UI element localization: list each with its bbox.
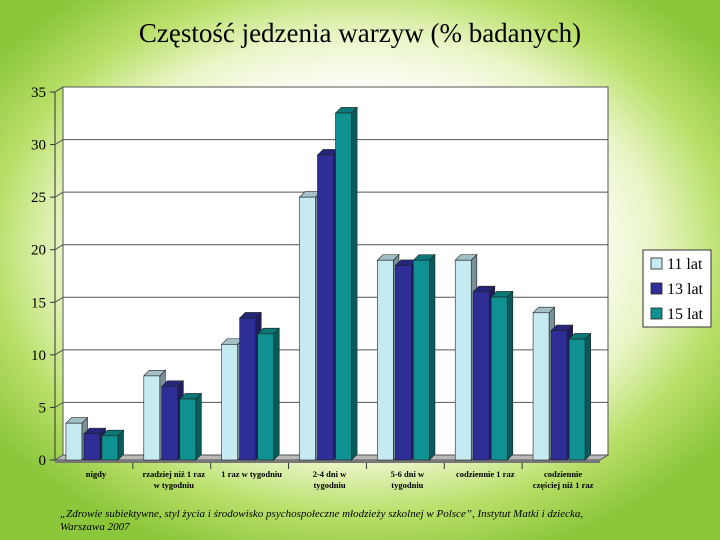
y-tick-label: 30 <box>31 138 46 154</box>
x-category-label: codziennie <box>544 469 582 479</box>
bar <box>65 416 89 461</box>
y-tick-label: 0 <box>39 453 47 469</box>
bar-front <box>490 296 508 461</box>
bar-front <box>101 435 119 461</box>
bar-front <box>317 154 334 461</box>
x-category-label: 2-4 dni w <box>313 469 347 479</box>
bar <box>412 253 436 461</box>
x-category-label: 1 raz w tygodniu <box>221 469 282 479</box>
bar-front <box>335 112 352 461</box>
x-category-label: tygodniu <box>391 480 423 490</box>
bar-side <box>195 392 202 461</box>
bar-front <box>550 330 568 461</box>
bar-front <box>179 398 197 461</box>
y-tick-label: 5 <box>39 400 47 416</box>
bar-front <box>65 422 83 461</box>
bar-front <box>257 333 274 461</box>
x-category-label: tygodniu <box>313 480 345 490</box>
gridline-side <box>54 191 64 198</box>
bar <box>256 327 280 461</box>
y-tick-label: 15 <box>31 295 46 311</box>
bars <box>65 106 592 461</box>
gridline-side <box>54 296 64 303</box>
bar-front <box>161 386 179 461</box>
bar-front <box>239 317 256 461</box>
bar-front <box>413 259 430 461</box>
legend-label: 11 lat <box>667 256 703 273</box>
x-category-label: rzadziej niż 1 raz <box>143 469 206 479</box>
bar-side <box>429 253 436 461</box>
bar-side <box>351 106 358 461</box>
gridline-side <box>54 139 64 145</box>
x-category-label: częściej niż 1 raz <box>533 480 594 490</box>
bar-front <box>143 375 161 461</box>
bar-front <box>532 312 550 461</box>
legend-swatch <box>650 307 663 320</box>
bar-front <box>395 265 412 461</box>
bar-side <box>506 290 514 461</box>
bar <box>101 429 125 461</box>
y-tick-label: 20 <box>31 243 46 259</box>
legend-label: 13 lat <box>667 281 704 298</box>
slide-title: Częstość jedzenia warzyw (% badanych) <box>138 18 582 48</box>
bar-front <box>472 291 490 461</box>
gridline-side <box>54 244 64 251</box>
y-axis-ticks: 0 5 10 15 20 25 30 35 <box>31 85 46 469</box>
bar-front <box>568 338 586 461</box>
bar-front <box>221 344 238 461</box>
gridline-side <box>54 349 64 356</box>
x-category-label: nigdy <box>86 469 107 479</box>
legend-swatch <box>650 257 663 270</box>
bar-side <box>273 327 280 461</box>
bar <box>550 324 574 461</box>
bar-front <box>83 433 101 461</box>
bar-front <box>454 259 472 461</box>
y-tick-label: 35 <box>31 85 46 101</box>
legend-swatch <box>650 282 663 295</box>
bar-front <box>299 196 316 461</box>
bar <box>490 290 514 461</box>
legend-label: 15 lat <box>667 306 704 323</box>
x-category-label: 5-6 dni w <box>391 469 425 479</box>
y-tick-label: 25 <box>31 190 46 206</box>
bar-front <box>377 259 394 461</box>
bar <box>179 392 203 461</box>
y-tick-label: 10 <box>31 348 46 364</box>
bar <box>334 106 358 461</box>
bar-side <box>584 332 591 461</box>
bar-chart: 0 5 10 15 20 25 30 35 nigdy rzadziej niż 1 razw … <box>31 85 712 490</box>
gridline-side <box>54 402 64 408</box>
source-note: „Zdrowie subiektywne, styl życia i środo… <box>60 508 584 533</box>
bar <box>568 332 592 461</box>
legend: 11 lat 13 lat 15 lat <box>642 249 712 328</box>
plot-floor-edge <box>55 460 600 463</box>
x-category-label: codziennie 1 raz <box>456 469 515 479</box>
x-category-label: w tygodniu <box>154 480 195 490</box>
gridline-side <box>54 86 64 93</box>
